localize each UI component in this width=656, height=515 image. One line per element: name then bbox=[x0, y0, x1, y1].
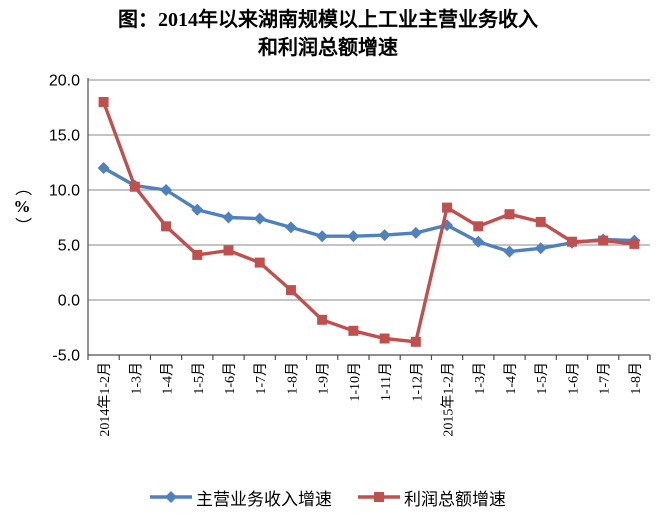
chart-title-line-2: 和利润总额增速 bbox=[258, 37, 398, 59]
y-tick-label: -5.0 bbox=[52, 348, 80, 365]
y-tick-label: 15.0 bbox=[49, 128, 80, 145]
y-axis-title-char: % bbox=[13, 197, 31, 216]
x-tick-label: 1-10月 bbox=[347, 362, 363, 402]
diamond-marker-icon bbox=[150, 491, 192, 503]
x-tick-label: 1-7月 bbox=[253, 362, 269, 395]
data-point-marker bbox=[254, 257, 265, 268]
data-point-marker bbox=[222, 211, 235, 224]
x-tick-label: 1-3月 bbox=[472, 362, 488, 395]
x-tick-label: 1-3月 bbox=[128, 362, 144, 395]
data-point-marker bbox=[97, 162, 110, 174]
data-point-marker bbox=[535, 216, 546, 227]
x-tick-label: 1-8月 bbox=[628, 362, 644, 395]
data-point-marker bbox=[316, 230, 329, 243]
data-point-marker bbox=[253, 212, 266, 225]
data-point-marker bbox=[410, 336, 421, 347]
data-point-marker bbox=[566, 236, 577, 247]
x-tick-label: 1-8月 bbox=[284, 362, 300, 395]
x-tick-label: 1-5月 bbox=[191, 362, 207, 395]
legend-label-1: 利润总额增速 bbox=[404, 489, 506, 509]
x-tick-label: 2014年1-2月 bbox=[97, 362, 113, 437]
data-point-marker bbox=[503, 245, 516, 258]
square-marker-icon bbox=[358, 492, 400, 502]
data-point-marker bbox=[223, 245, 234, 256]
x-tick-label: 1-5月 bbox=[534, 362, 550, 395]
data-point-marker bbox=[317, 314, 328, 325]
x-tick-label: 1-6月 bbox=[222, 362, 238, 395]
x-tick-label: 2015年1-2月 bbox=[441, 362, 457, 437]
legend-label-0: 主营业务收入增速 bbox=[196, 489, 332, 509]
y-tick-label: 10.0 bbox=[49, 183, 80, 200]
data-point-marker bbox=[129, 181, 140, 192]
chart-title-line-1: 图：2014年以来湖南规模以上工业主营业务收入 bbox=[118, 9, 538, 31]
y-tick-label: 5.0 bbox=[58, 238, 80, 255]
data-point-marker bbox=[98, 97, 109, 107]
chart-title: 图：2014年以来湖南规模以上工业主营业务收入 和利润总额增速 bbox=[0, 6, 656, 62]
data-point-marker bbox=[629, 238, 640, 249]
data-point-marker bbox=[504, 209, 515, 220]
legend-item-0: 主营业务收入增速 bbox=[150, 485, 332, 510]
data-point-marker bbox=[347, 230, 360, 243]
x-tick-label: 1-6月 bbox=[565, 362, 581, 395]
y-tick-label: 0.0 bbox=[58, 293, 80, 310]
x-tick-label: 1-4月 bbox=[503, 362, 519, 395]
series-line-0 bbox=[102, 166, 635, 254]
series-line-1 bbox=[102, 101, 635, 344]
data-point-marker bbox=[192, 249, 203, 260]
data-point-marker bbox=[598, 235, 609, 246]
data-point-marker bbox=[472, 235, 485, 248]
x-tick-label: 1-12月 bbox=[409, 362, 425, 402]
data-point-marker bbox=[379, 333, 390, 344]
data-point-marker bbox=[285, 285, 296, 296]
data-point-marker bbox=[191, 203, 204, 216]
x-tick-label: 1-7月 bbox=[597, 362, 613, 395]
data-point-marker bbox=[161, 221, 172, 232]
data-point-marker bbox=[348, 325, 359, 336]
data-point-marker bbox=[442, 202, 453, 213]
legend-item-1: 利润总额增速 bbox=[358, 485, 506, 510]
x-tick-label: 1-9月 bbox=[316, 362, 332, 395]
x-tick-label: 1-4月 bbox=[160, 362, 176, 395]
y-tick-label: 20.0 bbox=[49, 73, 80, 90]
data-point-marker bbox=[409, 226, 422, 239]
data-point-marker bbox=[284, 221, 297, 234]
data-point-marker bbox=[473, 221, 484, 232]
data-point-marker bbox=[160, 184, 173, 196]
data-point-marker bbox=[378, 229, 391, 242]
x-tick-label: 1-11月 bbox=[378, 362, 394, 401]
y-axis-title: （%） bbox=[10, 178, 34, 235]
data-point-marker bbox=[534, 242, 547, 255]
chart-legend: 主营业务收入增速 利润总额增速 bbox=[0, 485, 656, 509]
